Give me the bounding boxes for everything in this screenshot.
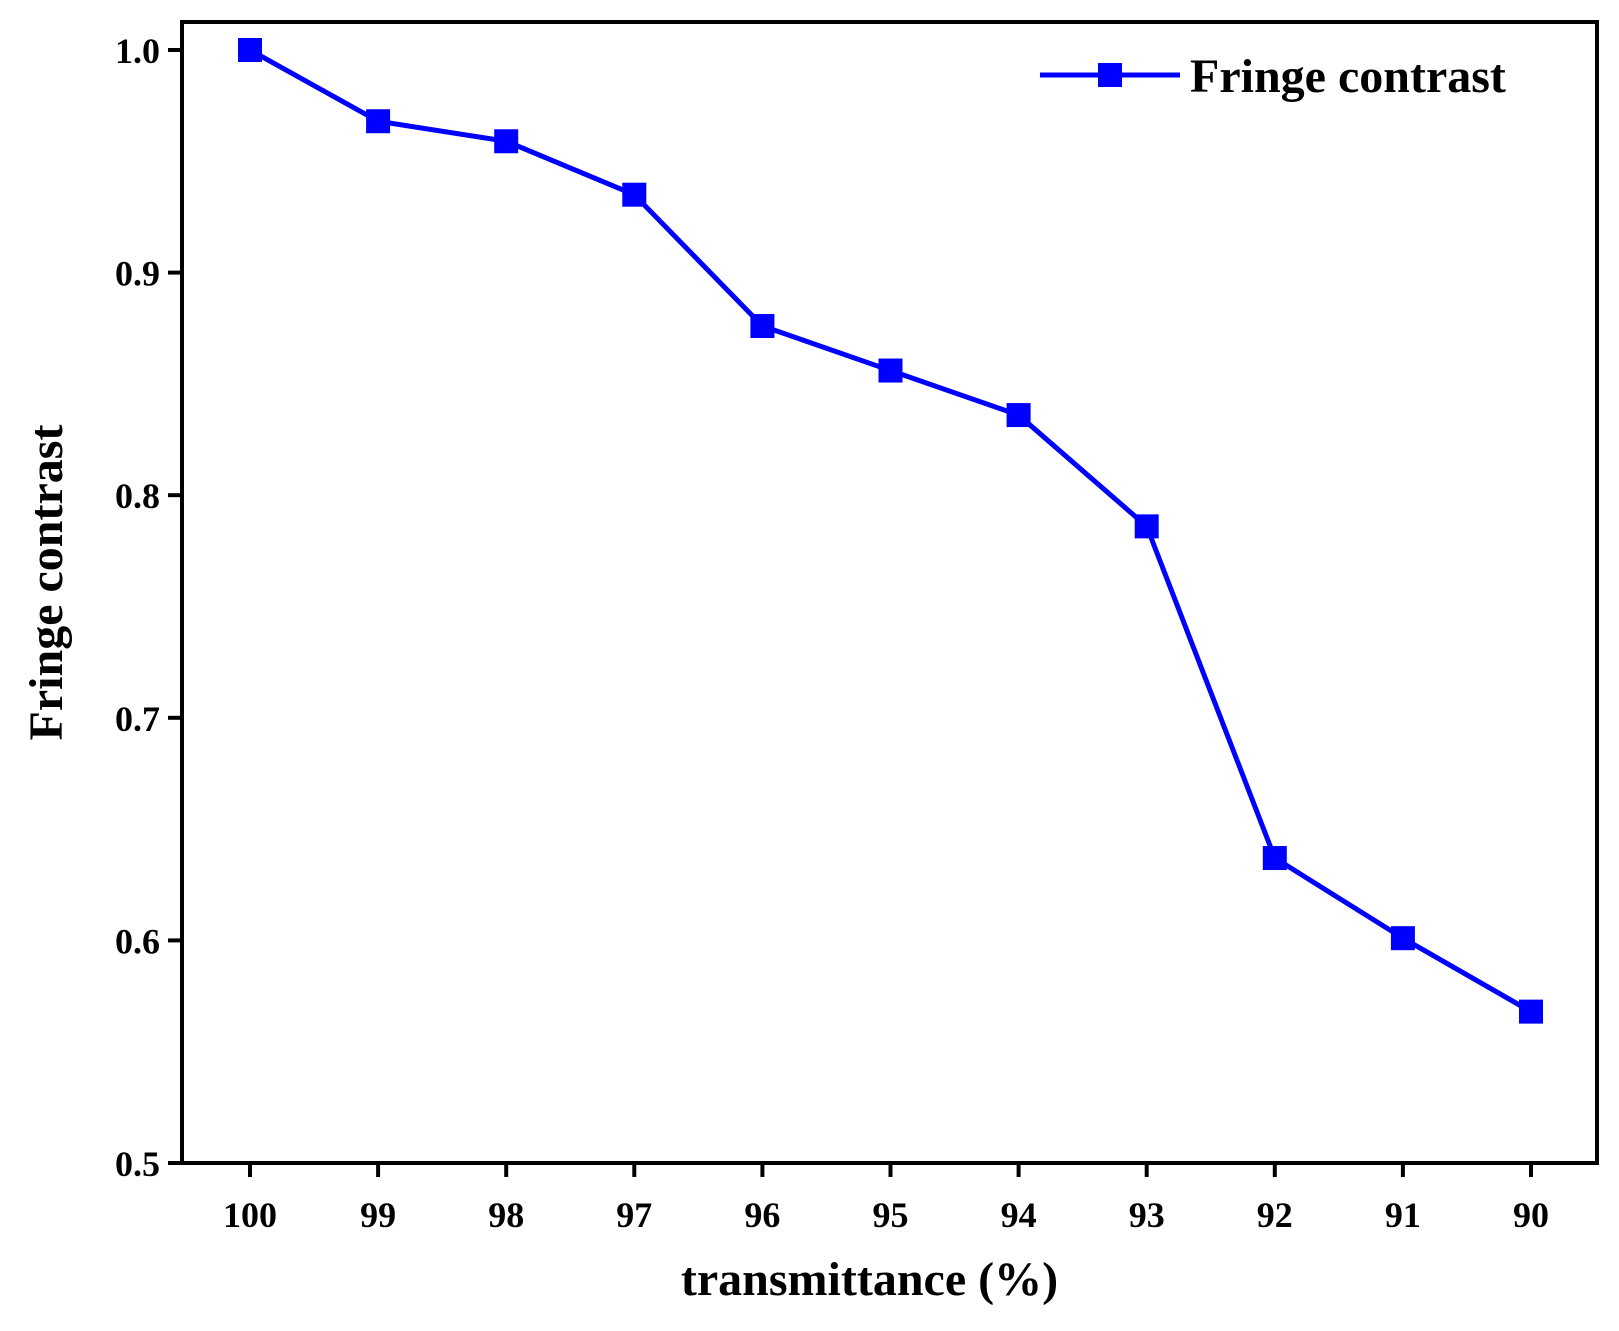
- x-tick-label: 90: [1513, 1195, 1549, 1235]
- y-tick-label: 0.9: [115, 254, 160, 294]
- series-line: [248, 47, 1533, 1014]
- y-axis-title: Fringe contrast: [20, 425, 73, 741]
- x-axis: 100 99 98 97 96 95 94 93 92 91 90: [223, 1163, 1549, 1235]
- x-tick-label: 96: [744, 1195, 780, 1235]
- data-point-marker: [494, 129, 519, 154]
- y-tick-label: 0.5: [115, 1144, 160, 1184]
- data-point-marker: [622, 182, 647, 207]
- legend-label: Fringe contrast: [1190, 50, 1506, 103]
- data-point-marker: [238, 38, 262, 62]
- legend-marker: [1098, 63, 1122, 87]
- x-tick-label: 98: [488, 1195, 524, 1235]
- x-tick-label: 100: [223, 1195, 277, 1235]
- x-tick-label: 99: [360, 1195, 396, 1235]
- y-tick-label: 0.6: [115, 921, 160, 961]
- data-point-marker: [366, 109, 391, 134]
- x-tick-label: 97: [616, 1195, 652, 1235]
- data-point-marker: [878, 358, 903, 383]
- y-tick-label: 1.0: [115, 31, 160, 71]
- series-fringe-contrast: [238, 38, 1543, 1024]
- data-point-marker: [1519, 999, 1543, 1024]
- x-tick-label: 95: [873, 1195, 909, 1235]
- data-point-marker: [1390, 926, 1415, 951]
- y-tick-label: 0.7: [115, 699, 160, 739]
- x-axis-title: transmittance (%): [681, 1253, 1058, 1306]
- x-tick-label: 94: [1001, 1195, 1037, 1235]
- legend: Fringe contrast: [1040, 50, 1506, 103]
- y-axis: 0.5 0.6 0.7 0.8 0.9 1.0: [115, 31, 182, 1184]
- data-point-marker: [1262, 846, 1287, 871]
- x-tick-label: 91: [1385, 1195, 1421, 1235]
- x-tick-label: 92: [1257, 1195, 1293, 1235]
- plot-area: [180, 20, 1599, 1165]
- data-point-marker: [750, 314, 775, 339]
- data-point-marker: [1006, 403, 1031, 428]
- y-tick-label: 0.8: [115, 476, 160, 516]
- data-point-marker: [1134, 514, 1159, 539]
- x-tick-label: 93: [1129, 1195, 1165, 1235]
- plot-border: [180, 20, 1599, 1165]
